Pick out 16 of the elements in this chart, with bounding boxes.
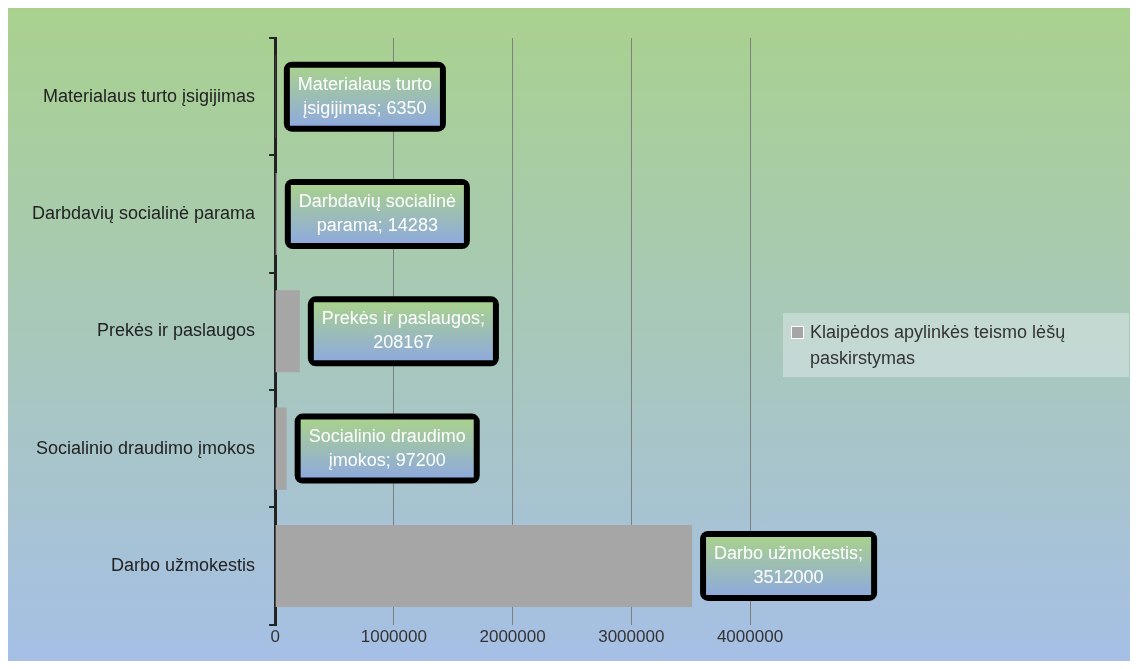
x-tick-label: 0	[270, 627, 280, 647]
x-tick-label: 3000000	[598, 627, 665, 647]
data-label: Prekės ir paslaugos; 208167	[321, 308, 485, 353]
data-label: Socialinio draudimo įmokos; 97200	[308, 425, 466, 470]
y-tick-label: Materialaus turto įsigijimas	[43, 85, 256, 106]
y-tick-label: Darbo užmokestis	[111, 554, 256, 575]
y-tick-label: Prekės ir paslaugos	[97, 320, 256, 341]
text: Klaipėdos apylinkės teismo lėšų paskirstymas	[810, 321, 1067, 370]
x-tick-label: 2000000	[479, 627, 546, 647]
data-label: Darbdavių socialinė parama; 14283	[298, 190, 456, 235]
y-tick-label: Darbdavių socialinė parama	[31, 202, 257, 223]
x-tick-label: 1000000	[360, 627, 427, 647]
data-label: Darbo užmokestis; 3512000	[714, 542, 864, 587]
y-tick-label: Socialinio draudimo įmokos	[36, 437, 256, 458]
data-label: Materialaus turto įsigijimas; 6350	[297, 73, 432, 118]
x-tick-label: 4000000	[716, 627, 784, 647]
